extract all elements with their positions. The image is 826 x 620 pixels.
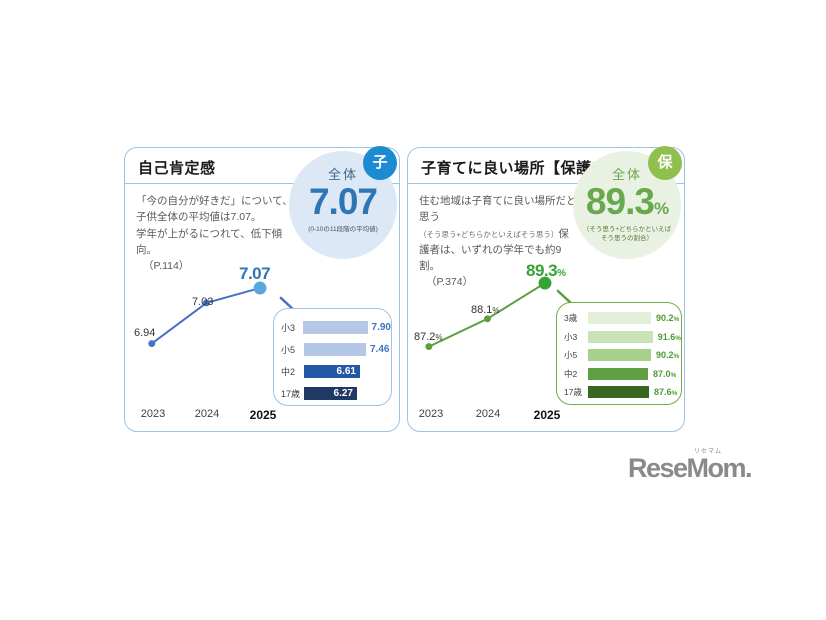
- data-point-2023: [148, 340, 156, 348]
- x-axis-label-2023: 2023: [140, 408, 166, 420]
- point-label-2023: 87.2%: [414, 331, 443, 343]
- bar-category-label: 3歳: [564, 313, 578, 324]
- bar-row: 中2 87.0%: [557, 365, 681, 384]
- bar-category-label: 17歳: [281, 388, 301, 399]
- description-line: 護者は、いずれの学年でも約9割。: [419, 243, 562, 273]
- card-description: 「今の自分が好きだ」について、 子供全体の平均値は7.07。 学年が上がるにつれ…: [136, 193, 296, 274]
- data-point-2023: [425, 343, 433, 351]
- bar-category-label: 小5: [281, 344, 296, 355]
- bar-row: 17歳 87.6%: [557, 383, 681, 402]
- bar-category-label: 小5: [564, 350, 578, 361]
- child-badge: 子: [363, 146, 397, 180]
- bar: [304, 342, 366, 356]
- bar-category-label: 中2: [564, 368, 578, 379]
- overall-value: 89.3%: [585, 181, 669, 222]
- bar-category-label: 17歳: [564, 387, 582, 398]
- bar-row: 小5 7.46: [274, 338, 391, 360]
- card-header: 自己肯定感: [125, 148, 399, 184]
- point-label-2025: 7.07: [239, 264, 271, 283]
- resemom-logo: リセマム ReseMom.: [628, 446, 753, 488]
- bar: [303, 320, 368, 334]
- card-self-esteem: 自己肯定感 「今の自分が好きだ」について、 子供全体の平均値は7.07。 学年が…: [124, 146, 400, 432]
- bar-row: 小5 90.2%: [557, 346, 681, 365]
- bar-value: 91.6%: [657, 331, 681, 342]
- x-axis-label-2023: 2023: [418, 408, 444, 420]
- overall-label: 全体: [327, 167, 358, 182]
- description-line: 子供全体の平均値は7.07。: [136, 211, 262, 224]
- bar-value: 6.27: [333, 387, 353, 399]
- grade-breakdown-panel: 小3 7.90 小5 7.46 中2 6.61 17歳 6.27: [273, 308, 392, 406]
- bar: [588, 349, 651, 362]
- bar-value: 87.6%: [654, 387, 678, 398]
- percent-sign: %: [653, 199, 669, 218]
- bar-category-label: 小3: [564, 331, 578, 342]
- point-label-2023: 6.94: [134, 327, 156, 339]
- bar-row: 小3 7.90: [274, 316, 391, 338]
- logo-text: ReseMom.: [628, 453, 753, 483]
- bar: [588, 386, 649, 399]
- description-small-note: （そう思う+どちらかといえばそう思う）: [419, 229, 559, 239]
- card-title: 子育てに良い場所【保護者】: [421, 160, 623, 177]
- bar-value: 7.46: [370, 343, 390, 355]
- bar-row: 17歳 6.27: [274, 382, 391, 404]
- bar-category-label: 中2: [281, 366, 296, 377]
- bar-value: 90.2%: [656, 313, 680, 324]
- bar: 6.61: [304, 364, 360, 378]
- page-reference: （P.114）: [143, 260, 190, 273]
- bar-category-label: 小3: [281, 322, 296, 333]
- point-label-2025: 89.3%: [526, 261, 566, 280]
- description-line: 住む地域は子育てに良い場所だと: [419, 195, 577, 207]
- x-axis-label-2024: 2024: [194, 408, 220, 420]
- point-label-2024: 88.1%: [471, 304, 500, 316]
- bar: [588, 312, 651, 325]
- description-line: 学年が上がるにつれて、低下傾向。: [136, 227, 283, 256]
- card-title: 自己肯定感: [138, 160, 216, 177]
- overall-note: (0-10の11段階の平均値): [308, 225, 378, 233]
- description-line: 思う（そう思う+どちらかといえばそう思う）保: [419, 211, 569, 240]
- logo-ruby-text: リセマム: [694, 449, 723, 455]
- bar-value: 7.90: [371, 321, 391, 333]
- bar-row: 3歳 90.2%: [557, 309, 681, 328]
- bar-row: 中2 6.61: [274, 360, 391, 382]
- overall-label: 全体: [611, 167, 642, 182]
- x-axis-label-2025: 2025: [249, 408, 277, 422]
- bar: [588, 367, 648, 380]
- bar-value: 87.0%: [653, 368, 677, 379]
- x-axis-label-2024: 2024: [475, 408, 501, 420]
- card-childcare-place: 子育てに良い場所【保護者】 住む地域は子育てに良い場所だと 思う（そう思う+どち…: [407, 146, 685, 432]
- overall-note: （そう思う+どちらかといえば そう思うの割合）: [582, 225, 672, 242]
- x-axis-label-2025: 2025: [533, 408, 561, 422]
- bar-value: 6.61: [336, 365, 356, 377]
- bar-row: 小3 91.6%: [557, 328, 681, 347]
- point-label-2024: 7.03: [192, 296, 214, 308]
- bar-value: 90.2%: [656, 350, 680, 361]
- overall-value: 7.07: [308, 181, 378, 222]
- grade-breakdown-panel: 3歳 90.2% 小3 91.6% 小5 90.2% 中2 87.0% 17歳: [556, 302, 682, 405]
- guardian-badge: 保: [648, 146, 682, 180]
- data-point-2024: [483, 315, 491, 323]
- bar: 6.27: [304, 386, 357, 400]
- card-header: 子育てに良い場所【保護者】: [408, 148, 684, 184]
- bar: [587, 330, 653, 343]
- description-line: 「今の自分が好きだ」について、: [136, 195, 293, 207]
